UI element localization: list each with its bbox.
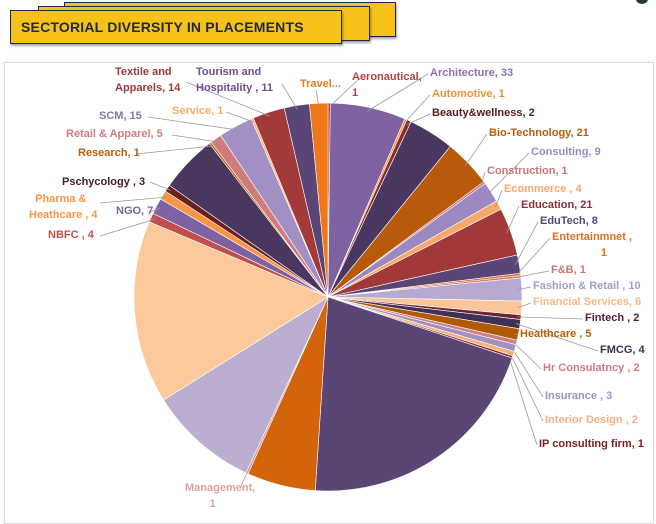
leader-line [328, 77, 361, 108]
data-label: Service, 1 [172, 105, 224, 117]
leader-line [509, 352, 544, 422]
page-title: SECTORIAL DIVERSITY IN PLACEMENTS [21, 19, 304, 35]
leader-line [281, 83, 298, 110]
leader-line [239, 469, 250, 489]
leader-line [516, 316, 584, 320]
leader-line [403, 94, 431, 124]
data-label: SCM, 15 [99, 110, 142, 122]
pie-slice-unlabeled-26 [133, 221, 329, 401]
leader-line [514, 221, 539, 265]
data-label: Fashion & Retail , 10 [533, 280, 641, 292]
leader-line [185, 81, 270, 117]
data-label: Consulting, 9 [531, 146, 601, 158]
leader-line [99, 218, 155, 237]
data-label: FMCG, 4 [600, 344, 645, 356]
leader-line [315, 89, 320, 108]
data-label: Tourism and Hospitality , 11 [196, 66, 274, 94]
data-label: NBFC , 4 [48, 229, 94, 241]
data-label: Textile and Apparels, 14 [115, 66, 181, 94]
leader-line [510, 346, 544, 398]
data-label: Education, 21 [521, 199, 593, 211]
data-label: Retail & Apparel, 5 [66, 128, 163, 140]
leader-line [225, 111, 254, 123]
leader-line [147, 116, 238, 131]
data-label: NGO, 7 [116, 205, 154, 217]
title-banner: SECTORIAL DIVERSITY IN PLACEMENTS [10, 10, 342, 44]
data-label: F&B, 1 [551, 264, 586, 276]
data-label: Healthcare , 5 [520, 328, 592, 340]
data-label: IP consulting firm, 1 [539, 438, 644, 450]
data-label: Hr Consulatncy , 2 [543, 362, 640, 374]
data-label: EduTech, 8 [540, 215, 598, 227]
data-label: Bio-Technology, 21 [489, 127, 589, 139]
data-label: Architecture, 33 [430, 67, 514, 79]
leader-line [517, 302, 532, 309]
leader-line [516, 270, 550, 278]
data-label: Travel... [300, 78, 341, 90]
leader-line [367, 73, 429, 112]
data-label: Interior Design , 2 [545, 414, 638, 426]
leader-line [135, 145, 213, 155]
leader-line [494, 189, 503, 208]
data-label: Management, 1 [185, 482, 256, 510]
data-label: Ecommerce , 4 [504, 183, 582, 195]
data-label: Financial Services, 6 [533, 296, 642, 308]
leader-line [512, 341, 542, 370]
data-label: Automotive, 1 [432, 88, 505, 100]
data-label: Research, 1 [78, 147, 140, 159]
data-label: Pharma & Heathcare , 4 [29, 193, 98, 221]
leader-line [508, 355, 538, 446]
leader-line [480, 171, 486, 185]
leader-line [516, 237, 551, 276]
pie-slice-unlabeled-25 [163, 296, 329, 474]
data-label: Insurance , 3 [545, 390, 613, 402]
data-label: Aeronautical, 1 [352, 71, 422, 99]
leader-line [487, 152, 530, 195]
logo-icon [636, 0, 648, 4]
leader-line [465, 133, 488, 166]
data-label: Beauty&wellness, 2 [432, 107, 535, 119]
data-label: Construction, 1 [487, 165, 568, 177]
leader-line [99, 196, 167, 204]
pie-slice-travel [309, 102, 329, 298]
leader-line [149, 181, 171, 191]
data-label: Fintech , 2 [585, 312, 640, 324]
data-label: Pschycology , 3 [62, 176, 146, 188]
leader-line [515, 323, 599, 352]
pie-slice-unlabeled-22 [314, 296, 513, 492]
leader-line [149, 207, 161, 213]
leader-line [171, 134, 219, 143]
leader-line [514, 333, 519, 336]
leader-line [506, 205, 520, 234]
leader-line [517, 286, 532, 291]
data-label: Entertainmnet , 1 [552, 231, 633, 259]
